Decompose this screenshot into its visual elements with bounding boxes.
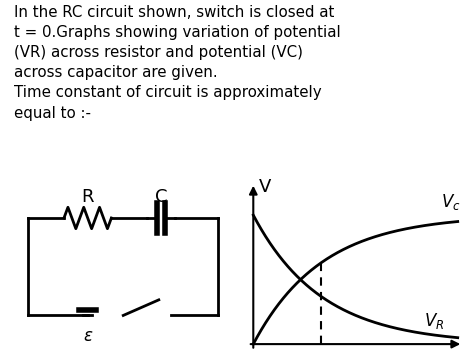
Text: $V_R$: $V_R$ <box>424 311 444 331</box>
Text: V: V <box>259 178 271 196</box>
Text: C: C <box>155 188 167 205</box>
Text: In the RC circuit shown, switch is closed at
t = 0.Graphs showing variation of p: In the RC circuit shown, switch is close… <box>14 5 341 121</box>
Text: 100: 100 <box>306 357 337 358</box>
Text: $V_c$: $V_c$ <box>441 192 461 212</box>
Text: ε: ε <box>83 327 92 345</box>
Text: R: R <box>82 188 94 205</box>
